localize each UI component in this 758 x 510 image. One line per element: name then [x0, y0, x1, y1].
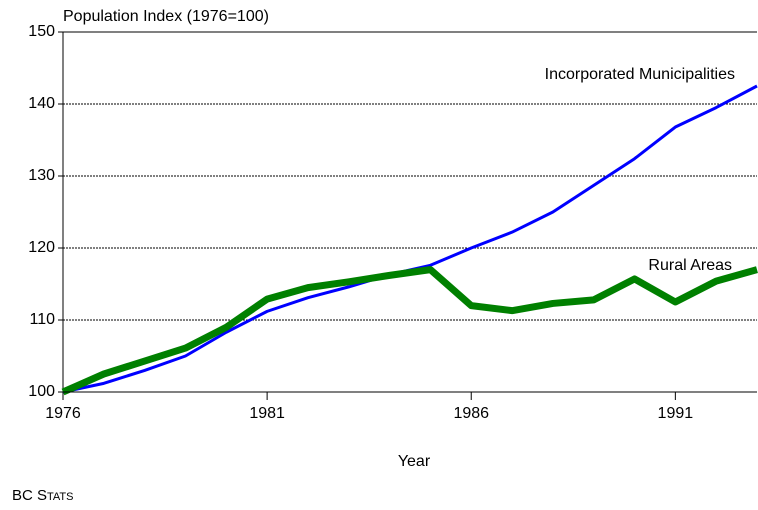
x-axis-label: Year: [398, 453, 431, 470]
source: BC Stats: [12, 487, 74, 504]
x-tick-label: 1991: [658, 405, 694, 422]
series-label: Rural Areas: [648, 257, 732, 274]
y-tick-label: 110: [29, 311, 55, 328]
x-tick-label: 1976: [45, 405, 81, 422]
x-tick-label: 1986: [453, 405, 489, 422]
x-tick-label: 1981: [249, 405, 285, 422]
series-line: [62, 84, 758, 394]
y-tick-label: 130: [28, 167, 55, 184]
y-tick-label: 140: [28, 95, 55, 112]
y-tick-label: 120: [28, 239, 55, 256]
series-line: [61, 266, 758, 396]
y-tick-label: 150: [28, 23, 55, 40]
y-axis-label: Population Index (1976=100): [63, 8, 269, 25]
y-tick-label: 100: [28, 383, 55, 400]
series-label: Incorporated Municipalities: [545, 66, 735, 83]
